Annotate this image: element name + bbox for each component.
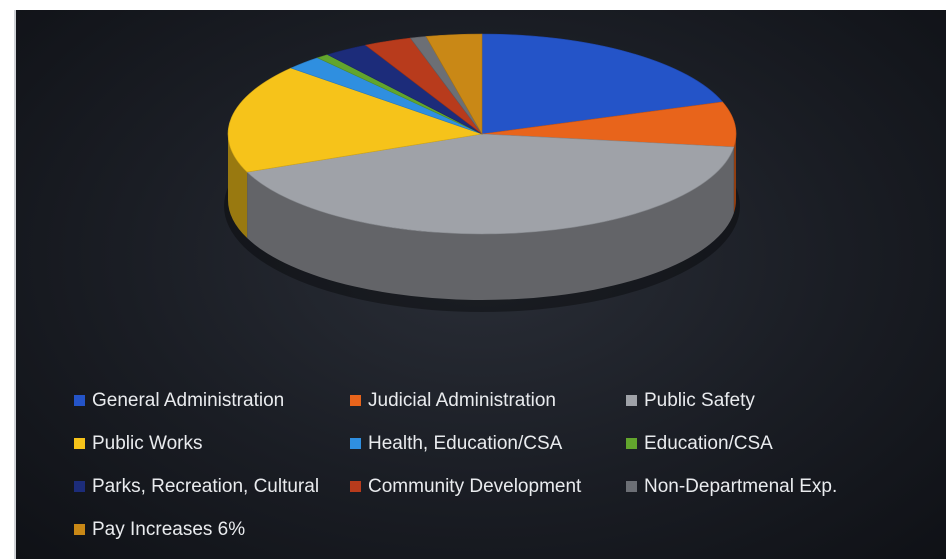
legend-swatch: [74, 395, 85, 406]
legend-label: Public Safety: [644, 389, 755, 411]
legend-item: Community Development: [350, 470, 626, 503]
legend-swatch: [350, 438, 361, 449]
pie-slice-1: [481, 101, 737, 148]
pie-slice-9: [425, 33, 483, 136]
legend-swatch: [74, 524, 85, 535]
legend-label: Public Works: [92, 432, 203, 454]
pie-side-2: [247, 146, 734, 300]
legend-swatch: [626, 438, 637, 449]
legend-item: Health, Education/CSA: [350, 427, 626, 460]
legend-label: Judicial Administration: [368, 389, 556, 411]
legend-swatch: [626, 481, 637, 492]
pie-slice-0: [481, 33, 724, 135]
legend-swatch: [350, 481, 361, 492]
legend-label: Parks, Recreation, Cultural: [92, 475, 320, 497]
legend-item: Public Safety: [626, 384, 896, 417]
chart-area: General Administration Judicial Administr…: [14, 10, 946, 559]
legend-label: Health, Education/CSA: [368, 432, 563, 454]
pie-side-3: [228, 134, 248, 239]
legend-label: General Administration: [92, 389, 285, 411]
legend-label: Pay Increases 6%: [92, 518, 246, 540]
legend-swatch: [74, 438, 85, 449]
legend-label: Education/CSA: [644, 432, 773, 454]
legend-item: Non-Departmenal Exp.: [626, 470, 896, 503]
legend-label: Non-Departmenal Exp.: [644, 475, 838, 497]
legend: General Administration Judicial Administr…: [74, 384, 904, 546]
legend-item: Public Works: [74, 427, 350, 460]
legend-item: Pay Increases 6%: [74, 513, 350, 546]
legend-item: Parks, Recreation, Cultural: [74, 470, 350, 503]
legend-item: Judicial Administration: [350, 384, 626, 417]
pie-slice-3: [227, 67, 483, 173]
legend-item: General Administration: [74, 384, 350, 417]
legend-swatch: [74, 481, 85, 492]
pie-chart: [224, 33, 740, 312]
legend-swatch: [350, 395, 361, 406]
legend-item: Education/CSA: [626, 427, 896, 460]
legend-swatch: [626, 395, 637, 406]
pie-side-1: [733, 134, 736, 213]
legend-label: Community Development: [368, 475, 582, 497]
pie-slice-2: [246, 133, 735, 235]
